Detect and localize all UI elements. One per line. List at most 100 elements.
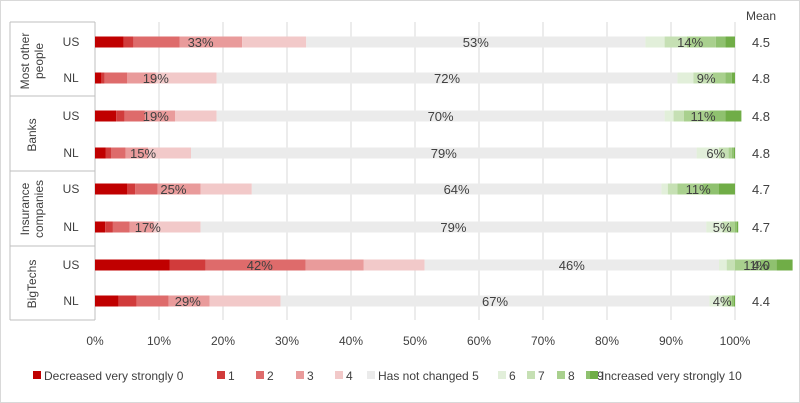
bar-segment — [306, 36, 646, 48]
mean-header: Mean — [746, 9, 776, 23]
legend-swatch — [557, 371, 565, 379]
group-label-line: companies — [32, 180, 46, 238]
data-label: 14% — [677, 35, 703, 50]
bar-segment — [677, 72, 694, 84]
bar-segment — [155, 72, 217, 84]
bar-segment — [706, 221, 723, 233]
data-label: 15% — [130, 146, 156, 161]
data-label: 53% — [463, 35, 489, 50]
bar-segment — [673, 110, 684, 122]
bar-segment — [191, 147, 697, 159]
legend-label: 6 — [509, 369, 516, 383]
data-label: 11% — [743, 258, 768, 273]
bar-segment — [95, 221, 106, 233]
country-label: US — [63, 35, 80, 49]
bar-segment — [136, 295, 169, 307]
bar-segment — [693, 72, 713, 84]
x-tick-label: 40% — [339, 334, 363, 348]
bar-segment — [719, 259, 727, 271]
bar-segment — [687, 36, 716, 48]
bar-segment — [135, 183, 158, 195]
bar-segment — [722, 295, 729, 307]
bar-segment — [157, 183, 201, 195]
bar-segment — [645, 36, 665, 48]
bar-segment — [153, 221, 201, 233]
legend-label: 3 — [307, 369, 314, 383]
data-label: 72% — [434, 71, 460, 86]
bar-segment — [104, 72, 127, 84]
bar-segment — [200, 221, 707, 233]
legend-swatch — [335, 371, 343, 379]
mean-value: 4.8 — [752, 109, 770, 124]
bar-segment — [725, 36, 735, 48]
bar-segment — [95, 295, 119, 307]
bar-segment — [683, 110, 710, 122]
bar-segment — [129, 221, 154, 233]
mean-value: 4.0 — [752, 258, 770, 273]
legend-label: Has not changed 5 — [378, 369, 479, 383]
data-label: 79% — [431, 146, 457, 161]
x-tick-label: 90% — [659, 334, 683, 348]
data-label: 79% — [440, 220, 466, 235]
bar-segment — [725, 72, 732, 84]
country-label: NL — [63, 294, 79, 308]
bar-segment — [112, 221, 130, 233]
bar-segment — [95, 110, 117, 122]
data-label: 67% — [482, 294, 508, 309]
legend-swatch — [296, 371, 304, 379]
mean-value: 4.8 — [752, 71, 770, 86]
mean-value: 4.7 — [752, 182, 770, 197]
bar-segment — [733, 147, 735, 159]
bar-segment — [726, 259, 735, 271]
bar-segment — [733, 295, 735, 307]
legend-label: Increased very strongly 10 — [601, 369, 742, 383]
x-tick-label: 50% — [403, 334, 427, 348]
legend-label: 2 — [267, 369, 274, 383]
country-label: US — [63, 182, 80, 196]
bar-segment — [736, 221, 739, 233]
bar-segment — [719, 147, 729, 159]
country-label: US — [63, 258, 80, 272]
bar-segment — [179, 36, 243, 48]
bar-segment — [242, 36, 307, 48]
mean-value: 4.7 — [752, 220, 770, 235]
x-tick-label: 80% — [595, 334, 619, 348]
data-label: 17% — [135, 220, 161, 235]
group-label: Banks — [25, 118, 39, 151]
bar-segment — [728, 147, 732, 159]
bar-segment — [111, 147, 126, 159]
bar-segment — [116, 110, 125, 122]
bar-segment — [251, 183, 662, 195]
bar-segment — [125, 147, 149, 159]
data-label: 11% — [686, 182, 711, 197]
group-label-line: BigTechs — [25, 260, 39, 309]
bar-segment — [205, 259, 306, 271]
data-label: 9% — [697, 71, 716, 86]
data-label: 19% — [143, 109, 169, 124]
bar-segment — [105, 147, 111, 159]
data-label: 70% — [428, 109, 454, 124]
data-label: 29% — [175, 294, 201, 309]
x-tick-label: 0% — [86, 334, 104, 348]
bar-segment — [709, 295, 723, 307]
x-tick-label: 10% — [147, 334, 171, 348]
group-label: BigTechs — [25, 260, 39, 309]
bar-segment — [363, 259, 425, 271]
data-label: 64% — [444, 182, 470, 197]
country-label: NL — [63, 146, 79, 160]
bar-segment — [105, 221, 113, 233]
legend-swatch — [590, 371, 598, 379]
bar-segment — [667, 183, 678, 195]
bar-segment — [168, 295, 210, 307]
bar-segment — [148, 147, 191, 159]
data-label: 42% — [247, 258, 273, 273]
group-label-line: Most other — [18, 33, 32, 90]
legend-label: 4 — [346, 369, 353, 383]
legend-swatch — [367, 371, 375, 379]
bar-segment — [735, 221, 737, 233]
bar-segment — [722, 221, 730, 233]
bar-segment — [124, 110, 145, 122]
bar-segment — [216, 72, 678, 84]
bar-segment — [133, 36, 180, 48]
